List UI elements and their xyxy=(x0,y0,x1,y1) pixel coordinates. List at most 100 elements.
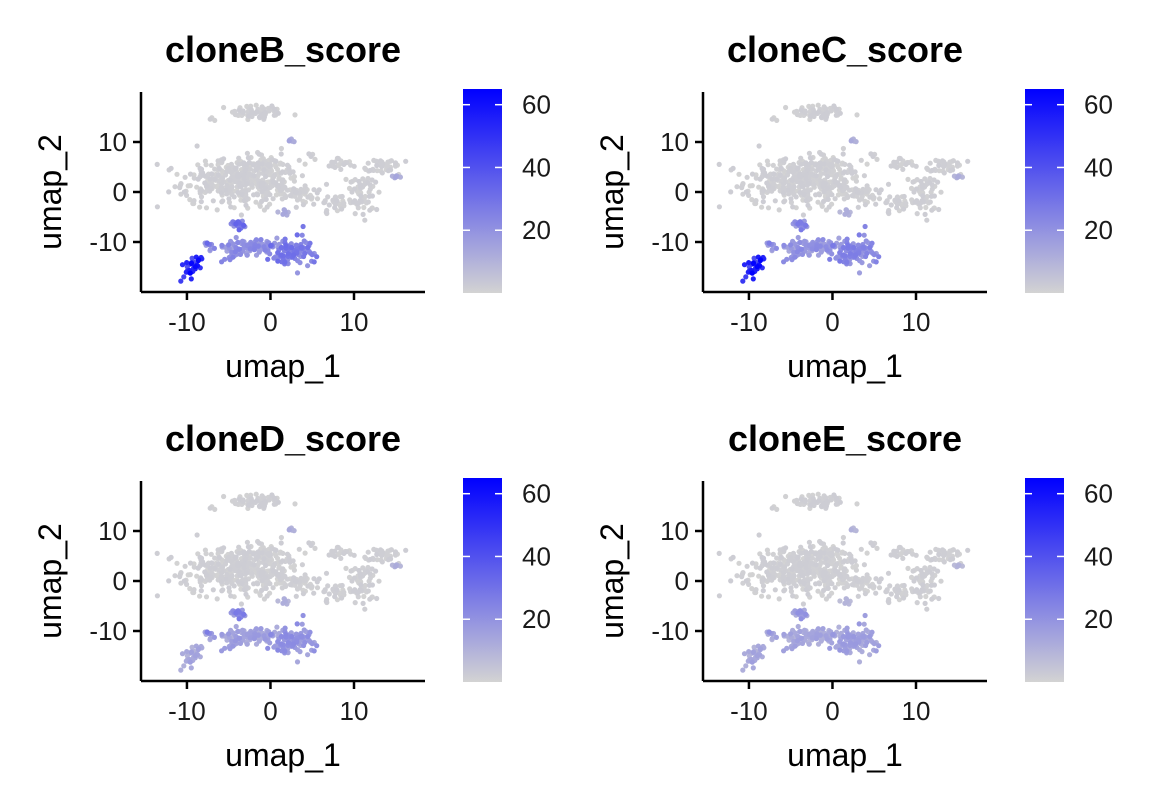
data-point xyxy=(936,557,942,563)
data-point xyxy=(760,557,766,563)
data-point xyxy=(751,255,757,261)
legend-tick-label: 60 xyxy=(1084,479,1113,509)
data-point xyxy=(924,217,930,223)
data-point xyxy=(812,551,819,557)
legend-tick-label: 40 xyxy=(522,541,551,571)
data-point xyxy=(820,572,826,579)
data-point xyxy=(799,640,806,646)
data-point xyxy=(356,178,362,185)
data-point xyxy=(873,590,879,596)
data-point xyxy=(219,181,225,187)
data-point xyxy=(798,562,804,568)
data-point xyxy=(829,581,835,587)
y-tick-label: -10 xyxy=(89,227,127,257)
data-point xyxy=(312,545,318,551)
data-point xyxy=(283,242,289,248)
data-point xyxy=(286,138,292,144)
data-point xyxy=(885,209,891,215)
data-point xyxy=(844,648,850,654)
data-point xyxy=(929,596,935,602)
data-point xyxy=(251,192,257,198)
data-point xyxy=(954,160,961,166)
data-point xyxy=(923,204,929,211)
data-point xyxy=(808,171,814,177)
y-tick-label: 0 xyxy=(113,177,127,207)
data-point xyxy=(833,255,839,261)
y-tick-label: 10 xyxy=(660,127,689,157)
data-point xyxy=(798,635,804,641)
data-point xyxy=(837,258,843,264)
data-point xyxy=(813,173,819,179)
data-point xyxy=(275,258,281,264)
data-point xyxy=(820,237,826,243)
data-point xyxy=(360,600,366,606)
data-point xyxy=(377,547,384,553)
data-point xyxy=(243,202,249,208)
data-point xyxy=(751,644,757,650)
data-point xyxy=(813,581,819,587)
data-point xyxy=(257,592,263,598)
data-point xyxy=(887,583,893,589)
data-point xyxy=(860,244,867,250)
data-point xyxy=(870,542,876,548)
data-point xyxy=(809,555,815,561)
legend-tick-label: 40 xyxy=(1084,152,1113,182)
data-point xyxy=(233,221,239,227)
data-point xyxy=(341,550,347,556)
data-point xyxy=(928,193,934,199)
data-point xyxy=(853,186,859,192)
data-point xyxy=(817,632,823,638)
data-point xyxy=(267,161,273,167)
data-point xyxy=(798,616,804,622)
data-point xyxy=(280,550,286,556)
data-point xyxy=(798,227,804,233)
data-point xyxy=(770,181,776,187)
data-point xyxy=(794,638,800,644)
data-point xyxy=(936,595,942,602)
data-point xyxy=(855,593,861,599)
data-point xyxy=(891,159,897,165)
x-tick-label: 0 xyxy=(825,696,839,726)
data-point xyxy=(207,565,213,571)
data-point xyxy=(262,498,268,504)
data-point xyxy=(774,117,780,123)
data-point xyxy=(204,183,210,189)
data-point xyxy=(817,160,823,166)
y-axis-label: umap_2 xyxy=(32,523,68,639)
data-point xyxy=(815,102,821,108)
data-point xyxy=(900,555,906,561)
data-point xyxy=(867,244,873,251)
data-point xyxy=(913,163,919,169)
data-point xyxy=(897,155,903,162)
data-point xyxy=(833,495,840,501)
data-point xyxy=(922,211,928,217)
data-point xyxy=(361,593,367,600)
data-point xyxy=(358,582,364,588)
y-tick-label: 0 xyxy=(675,177,689,207)
data-point xyxy=(864,189,870,195)
data-point xyxy=(232,108,238,114)
data-point xyxy=(770,162,776,168)
axis-ticks: -10 0 10 -10 0 10 xyxy=(89,127,368,337)
data-point xyxy=(262,636,268,642)
legend-tick-label: 20 xyxy=(522,215,551,245)
data-point xyxy=(282,625,288,631)
data-point xyxy=(212,166,218,172)
data-point xyxy=(808,159,814,166)
data-point xyxy=(198,168,204,174)
data-point xyxy=(376,189,382,195)
data-point xyxy=(766,572,772,578)
y-tick-label: 0 xyxy=(113,566,127,596)
data-point xyxy=(774,506,780,512)
data-point xyxy=(749,270,755,276)
data-point xyxy=(278,151,284,157)
data-point xyxy=(912,588,918,594)
data-point xyxy=(892,586,898,592)
data-point xyxy=(795,221,801,227)
data-point xyxy=(236,227,242,233)
data-point xyxy=(864,639,870,645)
data-point xyxy=(282,184,288,190)
data-point xyxy=(187,572,193,578)
data-point xyxy=(282,648,288,654)
data-point xyxy=(760,576,767,582)
